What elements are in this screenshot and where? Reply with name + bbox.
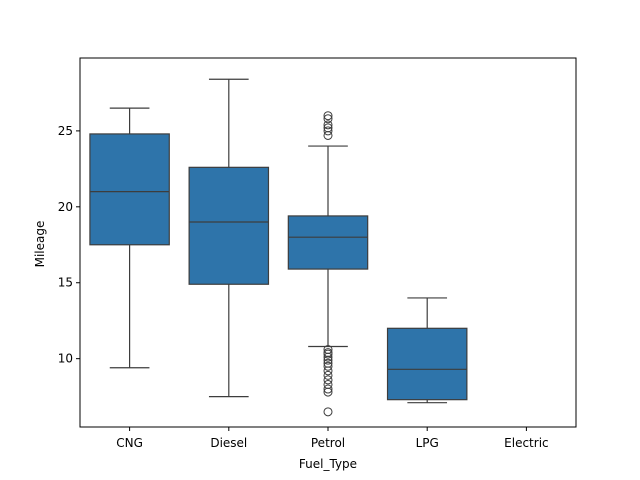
- outlier-point: [323, 407, 333, 417]
- x-axis-label: Fuel_Type: [299, 457, 357, 471]
- y-axis-label: Mileage: [33, 221, 47, 268]
- x-tick-label: Diesel: [210, 436, 247, 450]
- y-tick-label: 15: [58, 276, 73, 290]
- y-tick-label: 25: [58, 124, 73, 138]
- y-tick-label: 20: [58, 200, 73, 214]
- iqr-box: [386, 327, 468, 401]
- outlier-point: [323, 114, 333, 124]
- x-tick-label: CNG: [116, 436, 143, 450]
- iqr-box: [287, 215, 369, 270]
- boxes-layer: [89, 78, 468, 417]
- outlier-point: [323, 370, 333, 380]
- outlier-point: [323, 126, 333, 136]
- outlier-point: [323, 361, 333, 371]
- outlier-point: [323, 366, 333, 376]
- outlier-point: [323, 387, 333, 397]
- outlier-point: [323, 355, 333, 365]
- outlier-point: [323, 375, 333, 385]
- x-tick-label: Electric: [504, 436, 548, 450]
- outlier-point: [323, 379, 333, 389]
- y-tick-label: 10: [58, 352, 73, 366]
- x-tick-label: LPG: [416, 436, 439, 450]
- outlier-point: [323, 349, 333, 359]
- axes-layer: 10 15 20 25 CNG Diesel Petrol LPG Electric: [58, 57, 577, 450]
- box-petrol: [287, 111, 369, 417]
- box-diesel: [188, 78, 270, 398]
- outlier-point: [323, 120, 333, 130]
- box-cng: [89, 107, 170, 369]
- box-lpg: [386, 297, 468, 404]
- outlier-point: [323, 111, 333, 121]
- outlier-point: [323, 352, 333, 362]
- outlier-point: [323, 130, 333, 140]
- x-tick-label: Petrol: [311, 436, 345, 450]
- outlier-point: [323, 384, 333, 394]
- iqr-box: [89, 133, 170, 246]
- iqr-box: [188, 166, 270, 285]
